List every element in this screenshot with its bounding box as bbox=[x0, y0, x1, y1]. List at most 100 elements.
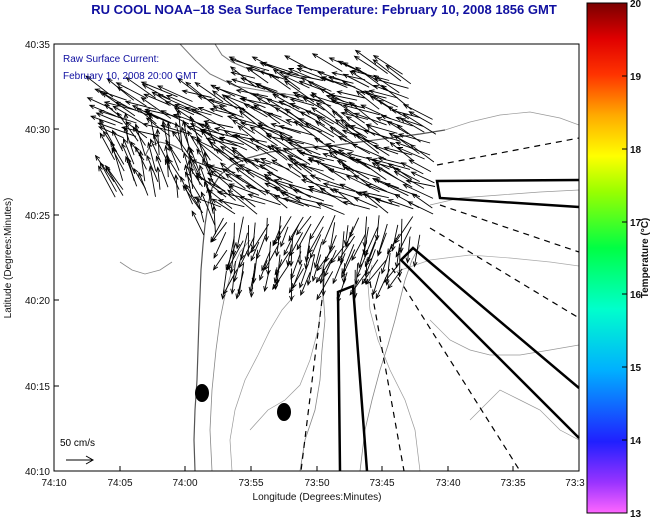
current-vector bbox=[295, 197, 334, 207]
current-vector bbox=[113, 105, 147, 126]
current-vector bbox=[355, 50, 388, 74]
current-vector bbox=[225, 173, 246, 189]
current-vector bbox=[117, 86, 147, 107]
current-vector bbox=[104, 101, 136, 111]
current-vector bbox=[152, 133, 168, 162]
current-vector bbox=[264, 243, 280, 270]
current-vector-head bbox=[267, 144, 274, 151]
current-vector bbox=[381, 243, 393, 274]
current-vector-head bbox=[358, 262, 363, 269]
current-vector bbox=[98, 166, 116, 198]
current-vector-head bbox=[315, 120, 322, 126]
current-vector bbox=[149, 166, 156, 197]
current-vector bbox=[333, 188, 355, 206]
current-vector-head bbox=[168, 143, 173, 151]
current-vector-head bbox=[304, 256, 310, 263]
current-vector-head bbox=[187, 130, 193, 137]
current-vector bbox=[227, 115, 256, 125]
current-vector bbox=[265, 189, 288, 209]
current-vector-head bbox=[264, 177, 271, 182]
current-vector-head bbox=[233, 134, 240, 140]
current-vector-head bbox=[145, 117, 152, 123]
current-vector bbox=[288, 216, 304, 241]
current-vector-head bbox=[305, 122, 311, 128]
current-vector bbox=[398, 133, 431, 144]
current-vector bbox=[364, 234, 379, 267]
current-vector-head bbox=[229, 268, 234, 275]
current-vector-head bbox=[376, 167, 383, 172]
current-vector bbox=[346, 175, 380, 193]
current-vector-head bbox=[90, 115, 97, 121]
current-vector-head bbox=[155, 155, 161, 162]
current-vector-head bbox=[333, 187, 340, 194]
current-vector bbox=[274, 251, 290, 275]
scale-arrowhead bbox=[85, 455, 95, 465]
current-vector bbox=[98, 122, 137, 137]
current-vector bbox=[363, 130, 401, 142]
current-vector bbox=[345, 225, 349, 246]
current-vector bbox=[388, 199, 414, 210]
scale-label: 50 cm/s bbox=[60, 438, 96, 449]
current-vector-head bbox=[279, 93, 286, 99]
current-vector bbox=[326, 143, 354, 152]
current-vector-head bbox=[373, 74, 380, 80]
current-vector bbox=[316, 116, 348, 138]
current-vector-head bbox=[231, 78, 238, 83]
current-vector-head bbox=[377, 250, 382, 257]
current-vector-head bbox=[239, 262, 244, 269]
current-vector-head bbox=[311, 91, 317, 98]
colorbar-tick-label: 14 bbox=[630, 436, 642, 447]
current-vector-head bbox=[164, 158, 170, 165]
sector-outline-south bbox=[336, 284, 369, 472]
current-vector-head bbox=[375, 116, 382, 122]
current-vector-head bbox=[330, 97, 336, 103]
current-vector-head bbox=[288, 184, 295, 190]
current-vector bbox=[208, 178, 236, 201]
current-vector-head bbox=[181, 89, 188, 95]
current-vector bbox=[112, 130, 124, 152]
current-vector-head bbox=[135, 146, 140, 153]
current-vector bbox=[187, 126, 213, 136]
current-vector bbox=[303, 97, 325, 111]
current-vector bbox=[301, 163, 335, 181]
colorbar-tick-label: 17 bbox=[630, 218, 642, 229]
current-vector-head bbox=[364, 90, 371, 96]
current-vector bbox=[305, 233, 312, 262]
current-vector bbox=[393, 167, 420, 182]
current-vector-head bbox=[252, 93, 259, 98]
current-vector bbox=[300, 272, 311, 296]
current-vector bbox=[274, 195, 304, 207]
current-vector bbox=[224, 130, 258, 152]
current-vector-head bbox=[282, 147, 289, 153]
current-vector-head bbox=[196, 148, 202, 155]
current-vector-head bbox=[315, 202, 322, 207]
current-vector bbox=[333, 151, 367, 166]
current-vector-head bbox=[247, 193, 254, 199]
current-vector-head bbox=[341, 81, 349, 86]
current-vector-head bbox=[410, 171, 417, 177]
current-vector-head bbox=[220, 293, 226, 300]
current-vector bbox=[248, 193, 281, 206]
current-vector bbox=[365, 249, 376, 276]
x-tick-label: 73:40 bbox=[435, 478, 460, 489]
current-vector bbox=[239, 164, 270, 180]
current-vector-head bbox=[226, 264, 232, 271]
current-vector bbox=[183, 120, 189, 146]
current-vector bbox=[231, 147, 259, 170]
current-vector bbox=[305, 122, 336, 143]
current-vector-head bbox=[405, 179, 412, 184]
current-vector-head bbox=[164, 144, 169, 151]
x-tick-label: 73:35 bbox=[500, 478, 525, 489]
current-vector bbox=[250, 223, 270, 253]
current-vector bbox=[288, 141, 321, 156]
current-vector bbox=[280, 226, 289, 247]
current-vector bbox=[311, 107, 346, 130]
current-vector bbox=[274, 186, 302, 200]
current-vector-head bbox=[198, 123, 205, 129]
current-vector bbox=[105, 166, 124, 196]
current-vector-head bbox=[160, 110, 167, 115]
current-vector bbox=[330, 245, 345, 264]
current-vector bbox=[365, 90, 398, 108]
current-vector-head bbox=[273, 194, 280, 200]
current-vector bbox=[139, 151, 146, 182]
